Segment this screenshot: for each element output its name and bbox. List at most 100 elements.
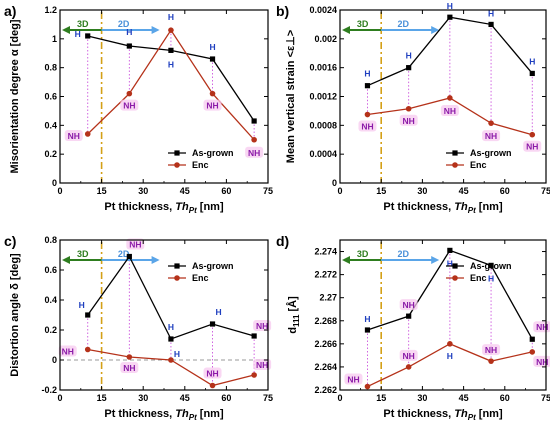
data-point-as-grown xyxy=(251,118,257,124)
data-point-as-grown xyxy=(364,327,371,333)
h-label: H xyxy=(364,314,370,324)
y-tick-label: 1 xyxy=(52,34,57,44)
x-tick-label: 15 xyxy=(376,393,386,403)
y-tick-label: -0.2 xyxy=(41,385,57,395)
nh-label: NH xyxy=(485,345,497,355)
h-label: H xyxy=(209,42,215,52)
panel-letter: b) xyxy=(276,3,289,19)
plot-frame xyxy=(339,9,547,184)
plot-frame xyxy=(59,9,269,184)
nh-label: NH xyxy=(403,116,415,126)
data-point-enc xyxy=(126,354,133,360)
y-tick-label: 2.262 xyxy=(314,385,337,395)
legend-label: Enc xyxy=(192,273,209,283)
x-axis-label-unit: [nm] xyxy=(197,408,224,420)
y-tick-label: 0.8 xyxy=(44,63,57,73)
legend-label: Enc xyxy=(470,273,487,283)
nh-label-bg xyxy=(253,359,272,370)
x-tick-label: 45 xyxy=(459,186,469,196)
arrow-2d-head xyxy=(431,256,440,264)
x-tick-label: 75 xyxy=(541,186,550,196)
y-tick-label: 0 xyxy=(332,178,337,188)
legend-label: As-grown xyxy=(192,261,234,271)
y-axis-label-main: d xyxy=(287,327,299,334)
region-label-2d: 2D xyxy=(397,249,409,259)
x-axis-label-main: Pt thickness, xyxy=(383,201,454,213)
y-tick-label: 0 xyxy=(52,178,57,188)
data-point-enc xyxy=(84,346,91,353)
y-axis-label-text: Distortion angle δ [deg] xyxy=(9,253,21,377)
arrow-3d-head xyxy=(62,256,70,264)
panel-letter: c) xyxy=(4,233,16,249)
nh-label: NH xyxy=(256,321,268,331)
y-tick-label: 2.27 xyxy=(319,293,337,303)
nh-label: NH xyxy=(536,322,548,332)
legend-label: Enc xyxy=(192,160,209,170)
x-tick-label: 45 xyxy=(180,393,190,403)
arrow-3d-head xyxy=(342,256,350,264)
x-tick-label: 0 xyxy=(337,393,342,403)
y-tick-label: 0.2 xyxy=(44,325,57,335)
x-axis-label-var: Th xyxy=(454,408,468,420)
y-tick-label: 0.0012 xyxy=(309,92,337,102)
nh-label-bg xyxy=(245,146,264,158)
data-point-enc xyxy=(405,364,412,370)
nh-label: NH xyxy=(526,142,538,152)
data-point-enc xyxy=(488,120,494,126)
data-point-enc xyxy=(405,105,412,112)
h-label: H xyxy=(406,51,412,61)
data-point-as-grown xyxy=(488,21,494,28)
x-axis-label-main: Pt thickness, xyxy=(104,408,175,420)
legend-label: As-grown xyxy=(192,148,234,158)
y-axis-label: Distortion angle δ [deg] xyxy=(9,253,21,377)
region-label-3d: 3D xyxy=(77,249,89,259)
y-tick-label: 0.0016 xyxy=(309,63,337,73)
data-point-as-grown xyxy=(406,313,412,319)
nh-label-bg xyxy=(399,349,418,361)
y-tick-label: 0 xyxy=(52,355,57,365)
data-point-enc xyxy=(168,27,174,33)
nh-label: NH xyxy=(206,369,218,379)
data-point-enc xyxy=(364,383,371,390)
x-axis-label: Pt thickness, ThPt [nm] xyxy=(104,201,224,215)
x-axis-label-sub: Pt xyxy=(468,206,476,215)
x-axis-label-unit: [nm] xyxy=(476,201,503,213)
h-label: H xyxy=(447,1,453,11)
y-axis-label: d111 [Å] xyxy=(286,296,301,334)
data-point-as-grown xyxy=(209,321,216,327)
data-point-as-grown xyxy=(85,312,91,318)
x-tick-label: 0 xyxy=(337,186,342,196)
y-axis-label: Mean vertical strain <ε⊥> xyxy=(285,30,297,163)
nh-label: NH xyxy=(206,101,218,111)
data-point-enc xyxy=(84,131,91,137)
arrow-3d-head xyxy=(62,26,70,34)
h-label: H xyxy=(126,27,132,37)
y-tick-label: 0.002 xyxy=(314,34,337,44)
x-axis-label-unit: [nm] xyxy=(197,201,224,213)
data-point-as-grown xyxy=(209,56,216,62)
data-point-as-grown xyxy=(126,43,132,49)
nh-label: NH xyxy=(256,360,268,370)
h-label: H xyxy=(447,258,453,268)
data-point-enc xyxy=(488,358,494,364)
x-axis-label-main: Pt thickness, xyxy=(104,201,175,213)
x-axis-label-main: Pt thickness, xyxy=(383,408,454,420)
y-tick-label: 0.4 xyxy=(44,295,57,305)
nh-label-bg xyxy=(399,299,418,311)
data-point-as-grown xyxy=(529,70,535,77)
nh-label: NH xyxy=(123,363,135,373)
nh-label: NH xyxy=(361,122,373,132)
h-label: H xyxy=(364,69,370,79)
x-tick-label: 60 xyxy=(221,393,231,403)
y-tick-label: 0.6 xyxy=(44,92,57,102)
data-point-enc xyxy=(126,90,133,97)
data-point-as-grown xyxy=(488,262,494,268)
series-line-as-grown xyxy=(367,16,533,87)
legend-label: As-grown xyxy=(470,261,512,271)
y-tick-label: 0.0004 xyxy=(309,149,337,159)
legend-marker-enc xyxy=(174,275,180,281)
nh-label: NH xyxy=(129,240,141,250)
